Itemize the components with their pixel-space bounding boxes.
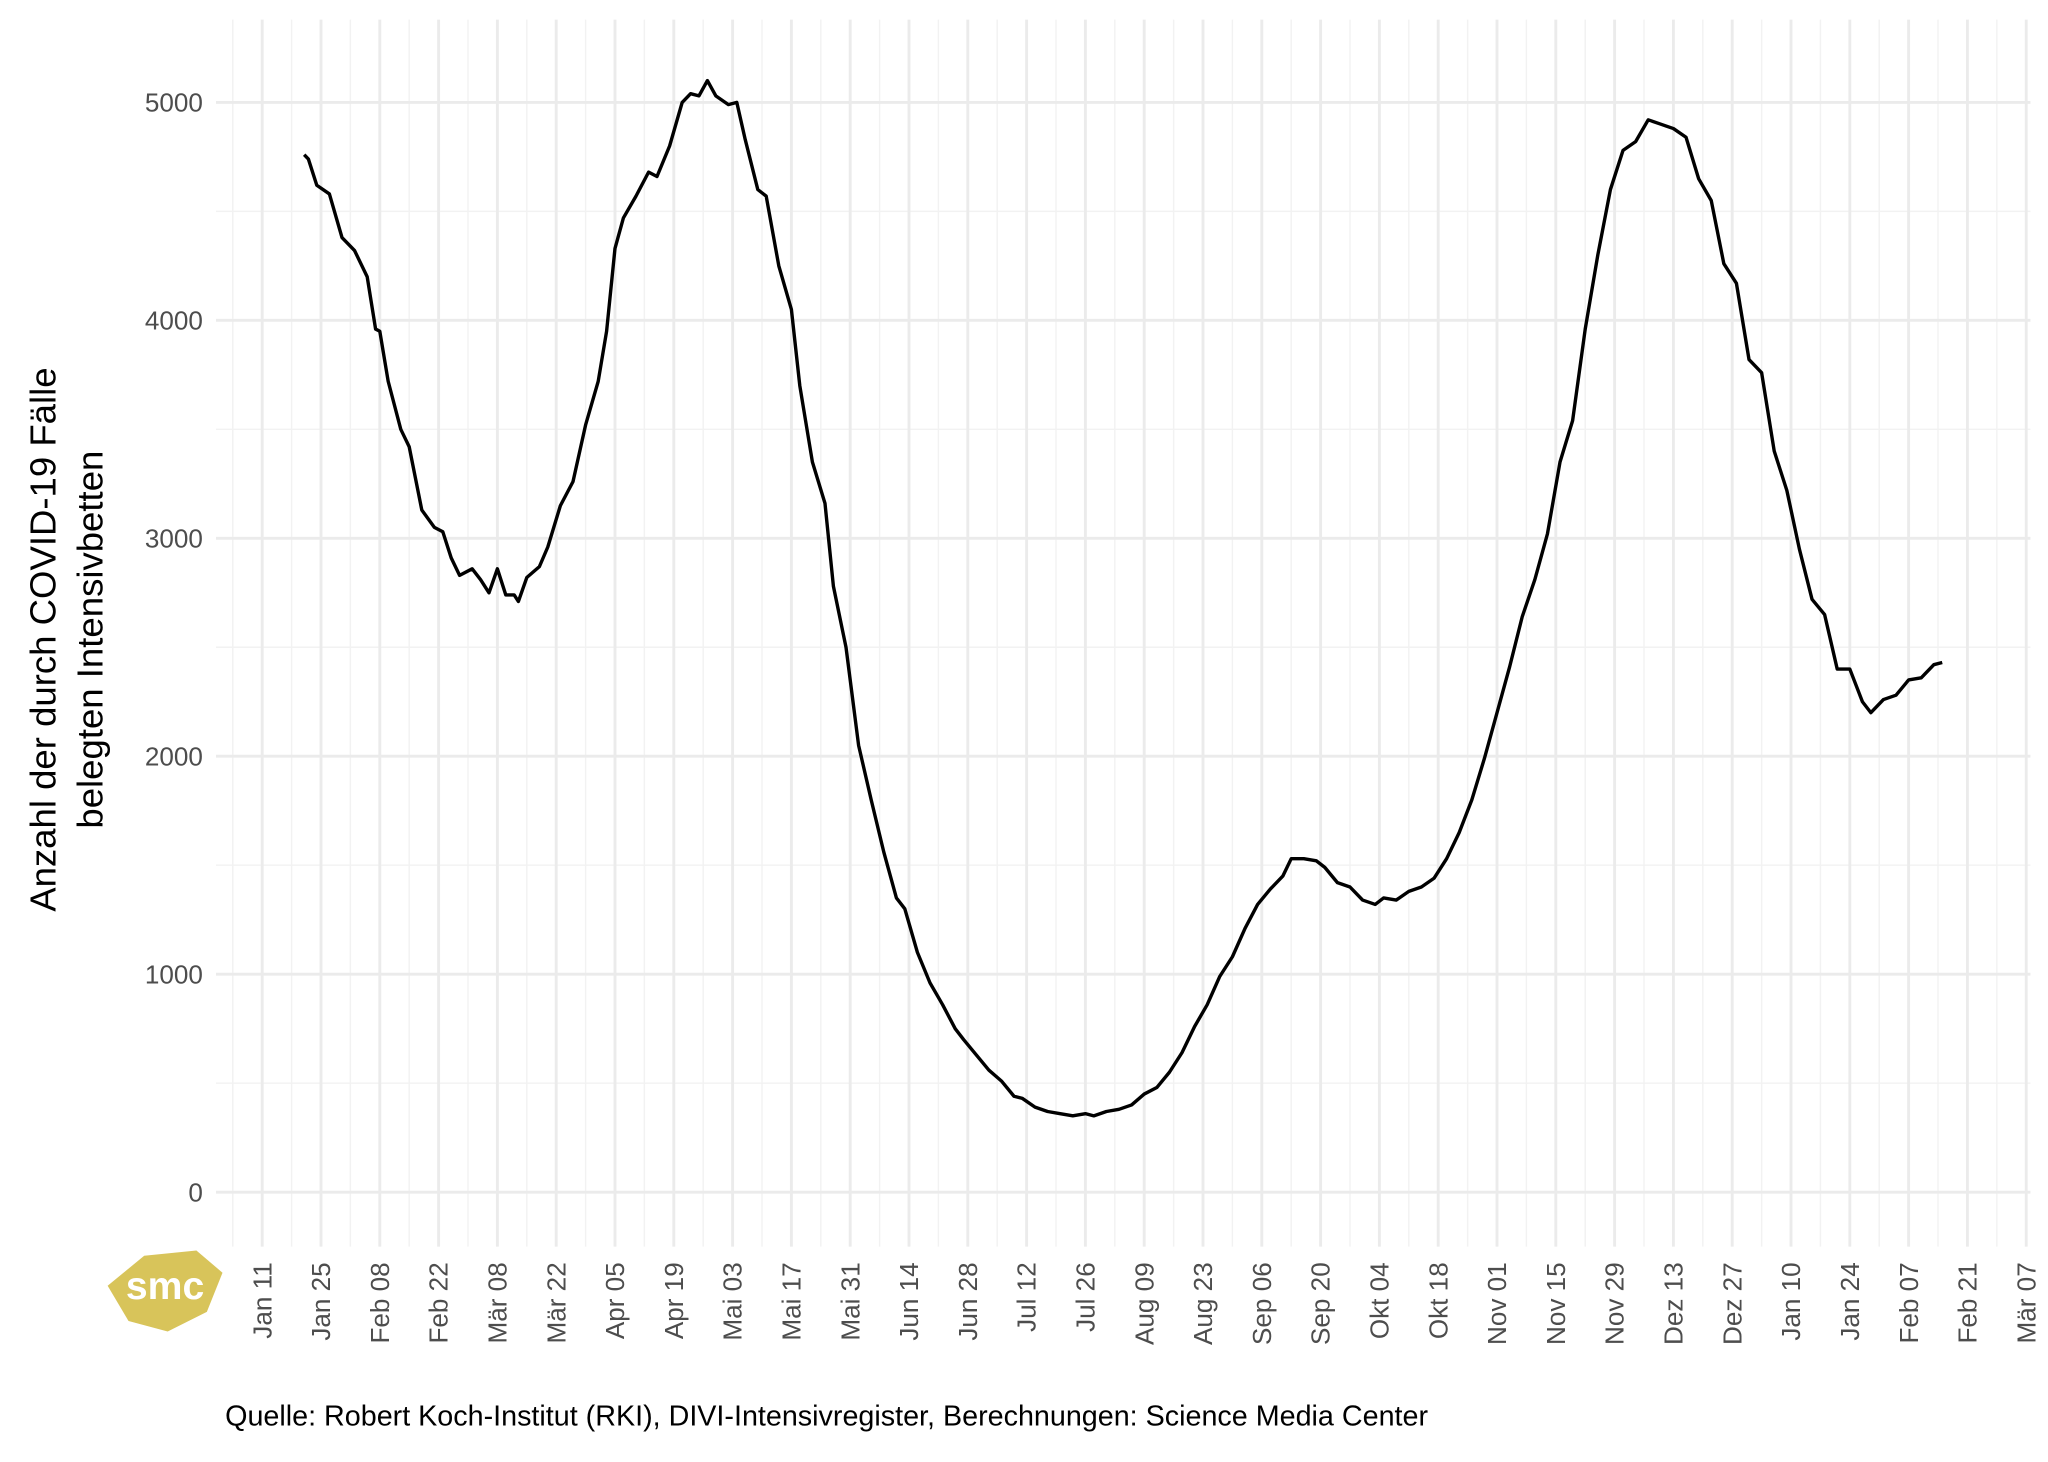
x-tick-label: Feb 21 — [1953, 1262, 1983, 1343]
x-tick-label: Mai 03 — [718, 1262, 748, 1340]
x-tick-label: Okt 18 — [1423, 1262, 1453, 1339]
y-tick-label: 0 — [188, 1177, 203, 1207]
x-tick-label: Dez 27 — [1717, 1262, 1747, 1345]
x-tick-label: Feb 08 — [365, 1262, 395, 1343]
data-line — [302, 78, 1943, 1118]
x-tick-label: Sep 20 — [1306, 1262, 1336, 1345]
x-tick-label: Mai 31 — [835, 1262, 865, 1340]
x-tick-label: Jul 26 — [1071, 1262, 1101, 1332]
x-tick-label: Dez 13 — [1659, 1262, 1689, 1345]
x-tick-label: Feb 07 — [1894, 1262, 1924, 1343]
x-tick-label: Feb 22 — [424, 1262, 454, 1343]
x-tick-label: Apr 19 — [659, 1262, 689, 1339]
x-tick-label: Nov 15 — [1541, 1262, 1571, 1345]
x-tick-label: Jul 12 — [1012, 1262, 1042, 1332]
y-tick-label: 3000 — [145, 523, 203, 553]
source: Quelle: Robert Koch-Institut (RKI), DIVI… — [225, 1400, 1428, 1432]
x-tick-label: Jan 11 — [247, 1262, 277, 1338]
y-tick-label: 5000 — [145, 88, 203, 118]
x-tick-label: Mär 22 — [541, 1262, 571, 1343]
x-tick-label: Jun 28 — [953, 1262, 983, 1340]
x-tick-label: Aug 23 — [1188, 1262, 1218, 1345]
y-tick-label: 1000 — [145, 959, 203, 989]
x-tick-label: Jan 24 — [1835, 1262, 1865, 1340]
x-tick-label: Mär 07 — [2011, 1262, 2041, 1343]
logo-text: smc — [126, 1265, 204, 1308]
x-tick-label: Nov 29 — [1600, 1262, 1630, 1345]
logo-shape — [107, 1250, 223, 1332]
y-axis-title: belegten Intensivbetten — [69, 451, 110, 829]
x-tick-label: Apr 05 — [600, 1262, 630, 1339]
y-tick-label: 4000 — [145, 305, 203, 335]
x-tick-label: Jan 10 — [1776, 1262, 1806, 1340]
grid — [215, 19, 2031, 1247]
x-tick-label: Okt 04 — [1365, 1262, 1395, 1339]
logo: smc — [107, 1250, 223, 1332]
x-tick-label: Aug 09 — [1129, 1262, 1159, 1345]
y-tick-label: 2000 — [145, 741, 203, 771]
x-tick-label: Nov 01 — [1482, 1262, 1512, 1345]
x-tick-label: Sep 06 — [1247, 1262, 1277, 1345]
y-axis-title: Anzahl der durch COVID-19 Fälle — [22, 367, 63, 911]
x-tick-label: Mär 08 — [483, 1262, 513, 1343]
x-tick-label: Jun 14 — [894, 1262, 924, 1340]
x-tick-label: Jan 25 — [306, 1262, 336, 1340]
x-tick-label: Mai 17 — [777, 1262, 807, 1340]
